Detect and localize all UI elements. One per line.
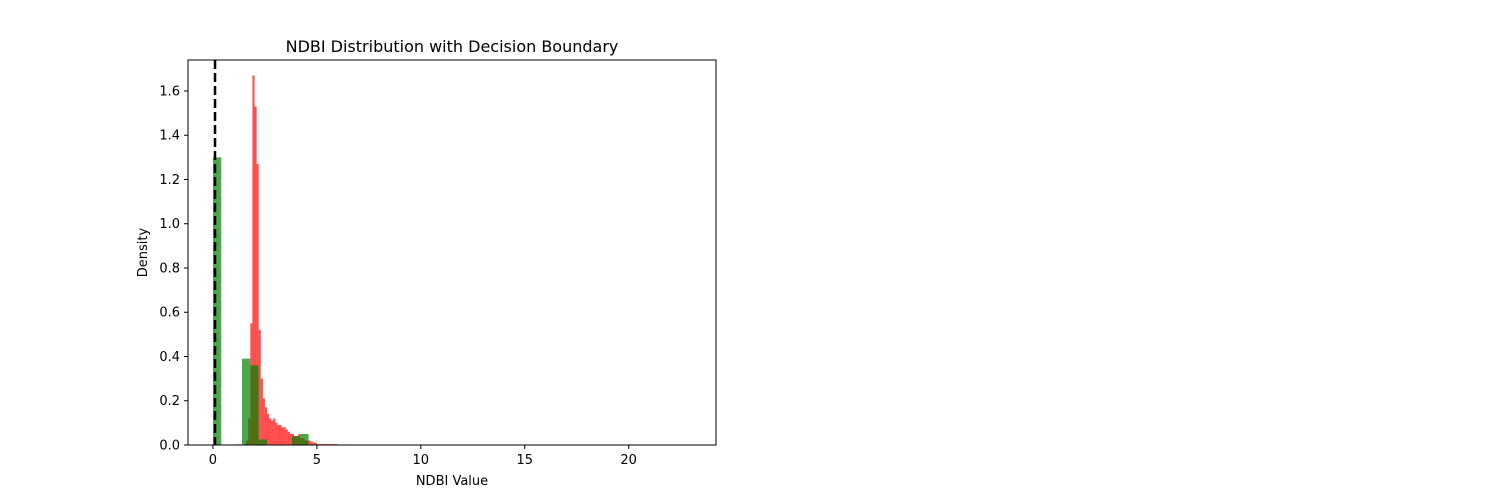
histogram-bar-series-0-bin-30 (308, 440, 311, 445)
histogram-bar-series-0-bin-8 (262, 398, 265, 445)
y-tick-label: 0.6 (159, 306, 180, 321)
histogram-bar-series-0-bin-4 (254, 106, 257, 445)
chart-title: NDBI Distribution with Decision Boundary (286, 37, 619, 56)
histogram-bar-series-0-bin-32 (312, 442, 315, 445)
x-tick-label: 15 (516, 453, 533, 468)
x-tick-label: 10 (413, 453, 430, 468)
y-tick-label: 1.4 (159, 129, 180, 144)
histogram-bar-series-0-bin-17 (281, 427, 284, 445)
y-tick-label: 1.6 (159, 84, 180, 99)
histogram-bar-series-0-bin-16 (279, 425, 282, 445)
histogram-bar-series-1-bin-8 (300, 433, 309, 445)
plot-area (187, 59, 717, 446)
histogram-bar-series-0-bin-19 (285, 429, 288, 445)
histogram-bar-series-0-bin-15 (277, 425, 280, 445)
histogram-bar-series-1-bin-5 (258, 439, 267, 445)
x-tick-label: 5 (313, 453, 321, 468)
histogram-bar-series-0-bin-14 (275, 422, 278, 445)
histogram-bar-series-0-bin-33 (314, 442, 317, 445)
y-tick-label: 0.8 (159, 261, 180, 276)
histogram-bar-series-0-bin-12 (271, 420, 274, 445)
histogram-bar-series-0-bin-31 (310, 441, 313, 445)
y-tick-label: 1.0 (159, 217, 180, 232)
histogram-bar-series-0-bin-21 (289, 433, 292, 445)
y-axis-ticks: 0.0 0.2 0.4 0.6 0.8 1.0 1.2 1.4 1.6 (159, 84, 188, 454)
y-tick-label: 0.2 (159, 394, 180, 409)
histogram-bar-series-0-bin-7 (260, 378, 263, 445)
x-tick-label: 0 (209, 453, 217, 468)
histogram-bar-series-0-bin-13 (273, 418, 276, 445)
x-tick-label: 20 (620, 453, 637, 468)
y-tick-label: 0.4 (159, 350, 180, 365)
histogram-bar-series-0-bin-20 (287, 431, 290, 445)
x-axis-label: NDBI Value (416, 474, 488, 489)
histogram-bar-series-0-bin-5 (256, 163, 259, 446)
y-axis-label: Density (136, 227, 151, 277)
histogram-bar-series-0-bin-10 (266, 414, 270, 445)
histogram-bar-series-0-bin-6 (258, 329, 261, 445)
histogram-bar-series-1-bin-4 (250, 365, 259, 445)
y-tick-label: 0.0 (159, 439, 180, 454)
histogram-bar-series-0-bin-11 (269, 418, 272, 445)
histogram-bar-series-1-bin-7 (291, 436, 301, 445)
axes-background (188, 60, 716, 445)
axes-frame (187, 59, 717, 446)
histogram-bar-series-1-bin-3 (242, 358, 251, 445)
histogram-bar-series-1-bin-0 (212, 157, 222, 446)
y-tick-label: 1.2 (159, 173, 180, 188)
x-axis-ticks: 0 5 10 15 20 (209, 445, 637, 468)
histogram-bar-series-0-bin-3 (252, 75, 255, 446)
histogram-bar-series-0-bin-9 (264, 407, 267, 445)
histogram-bar-series-0-bin-18 (283, 427, 286, 445)
